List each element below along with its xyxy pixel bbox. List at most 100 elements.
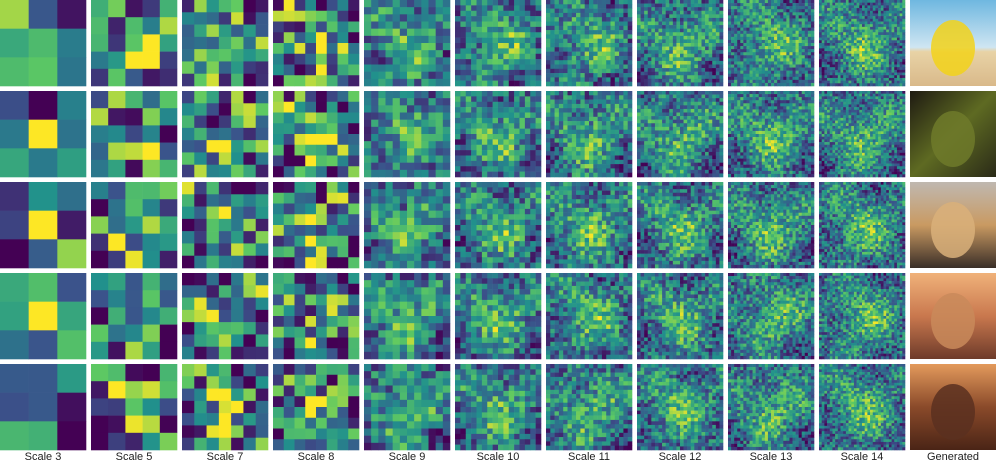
heatmap-cell (829, 24, 833, 28)
heatmap-cell (701, 68, 706, 72)
heatmap-cell (859, 24, 863, 28)
heatmap-cell (752, 55, 756, 59)
heatmap-cell (619, 121, 624, 126)
heatmap-cell (758, 103, 763, 107)
heatmap-cell (243, 115, 257, 129)
heatmap-cell (712, 25, 717, 29)
heatmap-cell (712, 0, 717, 4)
heatmap-cell (658, 151, 663, 156)
heatmap-cell (580, 17, 585, 22)
heatmap-cell (654, 126, 659, 131)
heatmap-cell (508, 59, 515, 65)
heatmap-cell (878, 26, 882, 30)
heatmap-cell (894, 37, 898, 41)
heatmap-cell (428, 148, 436, 156)
heatmap-cell (835, 45, 839, 49)
heatmap-cell (647, 32, 652, 37)
heatmap-cell (535, 64, 542, 71)
heatmap-cell (824, 29, 828, 33)
heatmap-cell (392, 78, 401, 87)
heatmap-cell (255, 0, 269, 13)
heatmap-cell (455, 0, 461, 6)
heatmap-cell (683, 159, 688, 163)
heatmap-cell (326, 0, 338, 12)
heatmap-cell (669, 14, 674, 19)
heatmap-cell (597, 112, 603, 118)
heatmap-cell (676, 64, 681, 69)
heatmap-cell (584, 108, 590, 113)
heatmap-cell (777, 55, 781, 59)
heatmap-cell (767, 49, 772, 53)
heatmap-cell (676, 144, 681, 149)
heatmap-cell (886, 24, 890, 28)
heatmap-cell (845, 77, 849, 81)
heatmap-cell (737, 12, 741, 16)
heatmap-cell (737, 33, 741, 38)
heatmap-cell (743, 49, 747, 53)
heatmap-cell (580, 138, 585, 143)
heatmap-cell (761, 30, 766, 35)
heatmap-cell (701, 3, 706, 8)
heatmap-cell (683, 94, 688, 99)
heatmap-cell (550, 134, 555, 139)
heatmap-cell (840, 26, 844, 30)
heatmap-cell (651, 75, 656, 80)
heatmap-cell (690, 75, 695, 80)
heatmap-cell (894, 45, 898, 49)
heatmap-cell (654, 101, 659, 106)
heatmap-cell (819, 0, 822, 3)
heatmap-cell (481, 26, 488, 33)
heatmap-cell (789, 9, 793, 13)
heatmap-cell (758, 97, 763, 101)
heatmap-cell (481, 80, 488, 87)
heatmap-cell (878, 16, 882, 20)
heatmap-cell (535, 10, 542, 17)
heatmap-cell (894, 24, 898, 28)
heatmap-cell (872, 80, 876, 84)
heatmap-cell (665, 50, 670, 55)
heatmap-cell (737, 94, 741, 98)
heatmap-cell (719, 162, 724, 167)
heatmap-cell (771, 6, 775, 10)
heatmap-cell (697, 21, 702, 26)
heatmap-cell (672, 0, 677, 4)
heatmap-cell (792, 24, 796, 28)
heatmap-cell (498, 155, 504, 162)
heatmap-cell (580, 77, 585, 82)
heatmap-cell (789, 64, 793, 68)
heatmap-cell (498, 139, 504, 146)
heatmap-cell (798, 39, 803, 44)
heatmap-cell (316, 134, 328, 146)
heatmap-cell (601, 121, 607, 126)
heatmap-cell (471, 59, 477, 65)
heatmap-cell (801, 9, 806, 13)
heatmap-cell (880, 56, 884, 60)
heatmap-cell (783, 27, 787, 32)
heatmap-cell (694, 75, 699, 80)
heatmap-cell (771, 58, 775, 62)
heatmap-cell (576, 77, 581, 82)
heatmap-cell (894, 56, 898, 60)
heatmap-cell (654, 137, 659, 142)
heatmap-cell (731, 46, 735, 50)
heatmap-cell (683, 134, 688, 138)
heatmap-cell (471, 123, 477, 129)
heatmap-cell (883, 10, 887, 14)
heatmap-cell (442, 162, 451, 171)
heatmap-cell (755, 67, 760, 71)
heatmap-cell (758, 70, 763, 75)
heatmap-cell (840, 77, 844, 81)
heatmap-cell (508, 80, 515, 87)
heatmap-cell (471, 10, 477, 17)
heatmap-cell (731, 43, 735, 47)
heatmap-cell (481, 101, 488, 108)
heatmap-cell (519, 21, 526, 28)
heatmap-cell (442, 14, 451, 22)
heatmap-cell (712, 28, 717, 33)
heatmap-cell (554, 121, 560, 126)
heatmap-cell (807, 64, 812, 68)
heatmap-cell (550, 121, 555, 126)
heatmap-cell (255, 24, 269, 38)
heatmap-cell (647, 21, 652, 26)
heatmap-cell (487, 101, 493, 108)
